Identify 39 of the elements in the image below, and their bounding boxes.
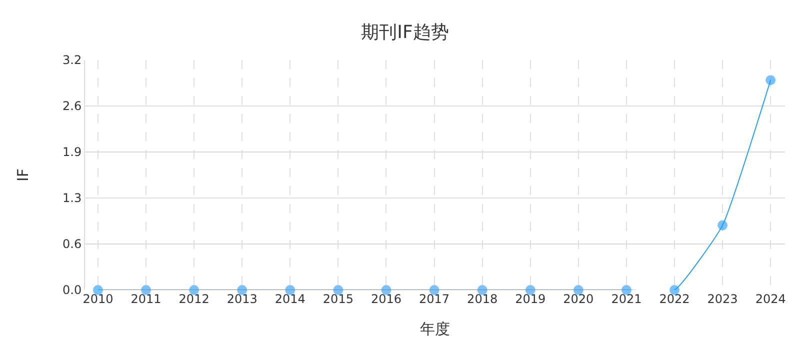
- point: [477, 285, 488, 295]
- point: [141, 285, 152, 295]
- point: [670, 285, 680, 295]
- x-tick-label: 2017: [419, 292, 450, 306]
- point: [237, 285, 248, 295]
- y-tick-label: 1.9: [62, 145, 82, 160]
- x-axis-title: 年度: [420, 320, 450, 338]
- y-tick-label: 3.2: [62, 53, 82, 68]
- x-tick-label: 2013: [226, 292, 258, 306]
- point: [766, 75, 776, 86]
- point: [718, 220, 728, 230]
- y-tick-label: 0.0: [62, 283, 82, 298]
- x-tick-label: 2023: [707, 292, 738, 306]
- y-axis-title: IF: [14, 168, 32, 182]
- point: [381, 285, 392, 295]
- x-tick-label: 2011: [130, 292, 162, 306]
- x-tick-label: 2012: [178, 292, 210, 306]
- point: [285, 285, 296, 295]
- y-tick-label: 1.3: [62, 191, 82, 206]
- point: [92, 285, 103, 295]
- x-tick-label: 2019: [515, 292, 546, 306]
- x-tick-label: 2014: [274, 292, 306, 306]
- point: [525, 285, 536, 295]
- y-tick-label: 0.6: [62, 237, 82, 252]
- point: [573, 285, 584, 295]
- chart-title: 期刊IF趋势: [361, 22, 449, 43]
- x-tick-label: 2021: [611, 292, 642, 306]
- point: [429, 285, 440, 295]
- x-tick-label: 2024: [755, 292, 786, 306]
- x-tick-label: 2015: [322, 292, 354, 306]
- x-tick-label: 2016: [370, 292, 402, 306]
- point: [621, 285, 632, 295]
- x-tick-label: 2018: [467, 292, 498, 306]
- point: [333, 285, 344, 295]
- x-tick-label: 2022: [659, 292, 690, 306]
- x-tick-label: 2010: [82, 292, 114, 306]
- point: [189, 285, 200, 295]
- y-tick-label: 2.6: [62, 99, 82, 114]
- x-tick-label: 2020: [563, 292, 594, 306]
